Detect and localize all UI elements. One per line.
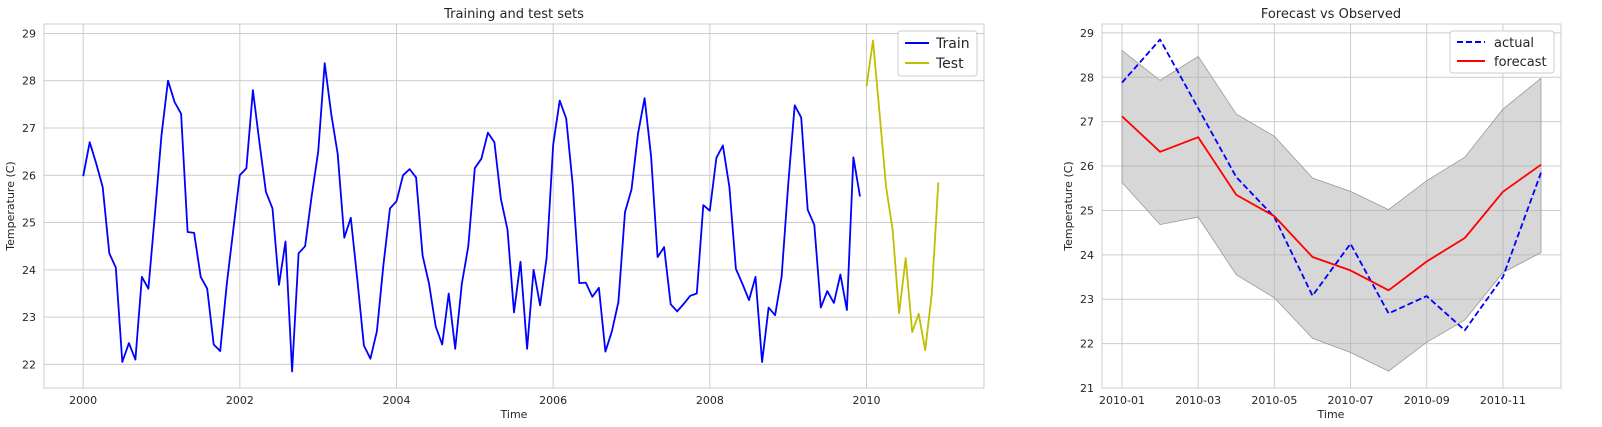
y-tick-label: 29	[1080, 27, 1094, 40]
y-tick-label: 22	[22, 358, 36, 371]
plot-area-left	[43, 23, 985, 389]
series-lines-right	[1121, 38, 1542, 332]
x-axis-label-right: Time	[1317, 408, 1345, 421]
y-axis-label-right: Temperature (C)	[1062, 161, 1075, 251]
x-tick-label: 2010-03	[1175, 394, 1221, 407]
x-tick-label: 2010-01	[1099, 394, 1145, 407]
chart-title-left: Training and test sets	[443, 7, 584, 22]
y-tick-label: 28	[1080, 71, 1094, 84]
y-tick-label: 26	[1080, 160, 1094, 173]
legend-left: Train Test	[897, 30, 978, 77]
y-tick-label: 26	[22, 169, 36, 182]
y-tick-label: 29	[22, 27, 36, 40]
x-ticks-right: 2010-01 2010-03 2010-05 2010-07 2010-09 2010-…	[1099, 394, 1526, 407]
y-tick-label: 21	[1080, 382, 1094, 395]
series-line-train	[82, 62, 861, 373]
series-line-forecast	[1121, 115, 1542, 292]
y-tick-label: 27	[22, 122, 36, 135]
y-tick-label: 25	[1080, 204, 1094, 217]
chart-title-right: Forecast vs Observed	[1261, 7, 1401, 22]
y-tick-label: 28	[22, 75, 36, 88]
confidence-band-area	[1121, 49, 1542, 372]
y-ticks-right: 21 22 23 24 25 26 27 28 29	[1080, 27, 1094, 395]
y-tick-label: 25	[22, 217, 36, 230]
y-axis-label-left: Temperature (C)	[4, 161, 17, 251]
y-tick-label: 24	[22, 264, 36, 277]
y-tick-label: 27	[1080, 116, 1094, 129]
x-tick-label: 2010-05	[1251, 394, 1297, 407]
series-line-actual	[1121, 38, 1542, 332]
legend-label-test: Test	[935, 56, 964, 72]
train-test-panel: 2000 2002 2004 2006 2008 2010 222324252627282…	[4, 7, 985, 421]
legend-right: actual forecast	[1449, 30, 1555, 74]
y-ticks-left: 22 23 24 25 26 27 28 29	[22, 27, 36, 371]
y-tick-label: 22	[1080, 338, 1094, 351]
x-axis-label-left: Time	[500, 408, 528, 421]
x-tick-label: 2010-07	[1328, 394, 1374, 407]
confidence-band	[1121, 49, 1542, 372]
x-tick-label: 2008	[696, 394, 724, 407]
y-tick-label: 23	[1080, 293, 1094, 306]
x-ticks-left: 2000 2002 2004 2006 2008 2010	[69, 394, 880, 407]
series-line-test	[865, 39, 940, 352]
legend-label-forecast: forecast	[1494, 55, 1547, 70]
legend-label-actual: actual	[1494, 36, 1534, 51]
x-tick-label: 2010	[853, 394, 881, 407]
x-tick-label: 2010-09	[1404, 394, 1450, 407]
legend-label-train: Train	[935, 36, 970, 52]
y-tick-label: 23	[22, 311, 36, 324]
x-tick-label: 2000	[69, 394, 97, 407]
x-tick-label: 2006	[539, 394, 567, 407]
x-tick-label: 2010-11	[1480, 394, 1526, 407]
x-tick-label: 2002	[226, 394, 254, 407]
forecast-panel: 2010-01 2010-03 2010-05 2010-07 2010-09 2010-…	[1062, 7, 1562, 421]
x-tick-label: 2004	[383, 394, 411, 407]
series-lines-left	[82, 39, 940, 373]
y-tick-label: 24	[1080, 249, 1094, 262]
